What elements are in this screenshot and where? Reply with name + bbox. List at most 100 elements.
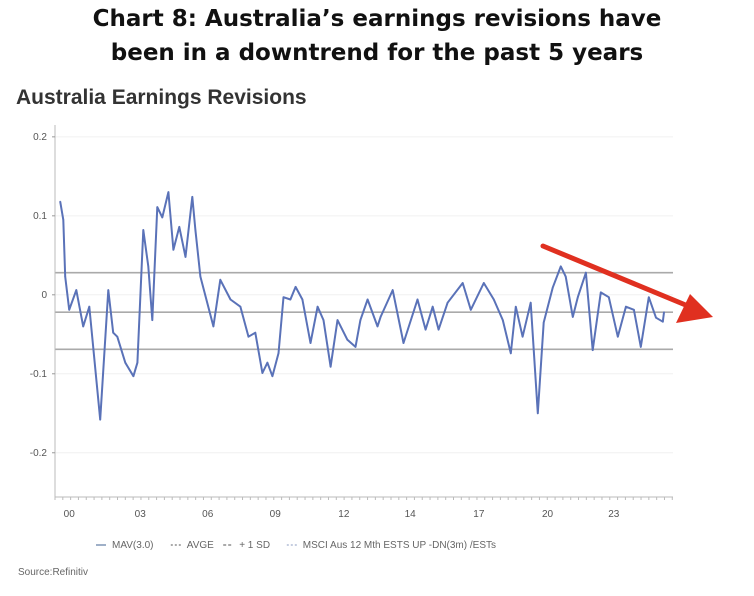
data-point xyxy=(316,305,319,308)
data-point xyxy=(75,289,78,291)
x-tick-label: 12 xyxy=(338,509,350,520)
data-point xyxy=(112,331,115,334)
x-tick-label: 03 xyxy=(135,509,147,520)
data-point xyxy=(416,298,419,301)
data-point xyxy=(391,289,394,291)
data-point xyxy=(424,328,427,331)
legend-item: AVGE xyxy=(170,540,214,551)
data-point xyxy=(271,375,274,377)
source-note: Source:Refinitiv xyxy=(18,567,88,578)
data-point xyxy=(633,309,635,311)
data-point xyxy=(510,352,512,355)
data-point xyxy=(59,200,62,203)
data-point xyxy=(585,271,587,274)
legend-item: MSCI Aus 12 Mth ESTS UP -DN(3m) /ESTs xyxy=(286,540,496,551)
data-point xyxy=(376,325,379,328)
data-point xyxy=(625,305,627,308)
data-point xyxy=(336,319,339,321)
series-line-mav xyxy=(59,191,665,421)
legend-label: MSCI Aus 12 Mth ESTS UP -DN(3m) /ESTs xyxy=(303,540,496,551)
data-point xyxy=(132,375,135,377)
legend-item: MAV(3.0) xyxy=(96,540,154,551)
data-point xyxy=(577,296,579,298)
data-point xyxy=(178,226,181,228)
y-tick-label: -0.1 xyxy=(30,369,48,380)
legend-label: + 1 SD xyxy=(239,540,270,551)
legend-label: MAV(3.0) xyxy=(112,540,154,551)
data-point xyxy=(542,321,545,324)
legend-item: + 1 SD xyxy=(223,540,270,551)
arrow-shaft xyxy=(540,243,691,309)
data-point xyxy=(599,291,602,294)
data-point xyxy=(199,275,202,278)
data-point xyxy=(161,216,164,219)
data-point xyxy=(559,265,562,268)
data-point xyxy=(529,301,532,304)
data-point xyxy=(366,298,369,301)
data-point xyxy=(124,361,127,364)
data-point xyxy=(172,248,175,251)
data-point xyxy=(247,335,250,338)
x-tick-label: 00 xyxy=(64,509,76,520)
data-point xyxy=(294,286,297,288)
data-point xyxy=(514,305,517,308)
data-point xyxy=(437,328,440,331)
x-tick-label: 06 xyxy=(202,509,214,520)
data-point xyxy=(151,319,154,321)
data-point xyxy=(191,196,194,198)
data-point xyxy=(261,372,264,374)
data-point xyxy=(379,316,382,318)
headline-line-1: Chart 8: Australia’s earnings revisions … xyxy=(92,6,662,32)
data-point xyxy=(116,335,119,338)
data-point xyxy=(402,342,405,344)
data-point xyxy=(194,229,197,231)
y-tick-label: 0 xyxy=(41,290,47,301)
data-point xyxy=(147,265,150,268)
data-point xyxy=(501,319,504,321)
data-point xyxy=(329,365,332,368)
data-point xyxy=(446,301,449,304)
x-tick-label: 14 xyxy=(405,509,417,520)
data-point xyxy=(521,335,524,338)
data-point xyxy=(254,331,257,334)
data-point xyxy=(301,298,304,301)
data-point xyxy=(142,229,145,231)
downtrend-arrow xyxy=(540,243,713,323)
x-tick-label: 23 xyxy=(608,509,620,520)
data-point xyxy=(572,316,574,318)
data-point xyxy=(469,309,472,311)
data-point xyxy=(461,282,464,284)
chart-title: Australia Earnings Revisions xyxy=(16,86,307,109)
y-tick-label: 0.2 xyxy=(33,132,47,143)
data-point xyxy=(277,352,280,355)
arrow-head xyxy=(676,294,713,323)
data-point xyxy=(359,319,362,321)
x-tick-label: 17 xyxy=(473,509,485,520)
data-point xyxy=(354,346,357,348)
data-point xyxy=(184,256,187,258)
data-point xyxy=(648,296,650,298)
data-point xyxy=(289,298,292,301)
headline: Chart 8: Australia’s earnings revisions … xyxy=(0,2,754,70)
data-point xyxy=(663,311,665,313)
data-point xyxy=(608,296,610,298)
x-tick-label: 09 xyxy=(270,509,282,520)
data-point xyxy=(64,275,66,278)
data-point xyxy=(617,335,619,338)
data-point xyxy=(551,286,554,289)
y-tick-label: -0.2 xyxy=(30,448,48,459)
data-point xyxy=(564,275,567,278)
data-point xyxy=(68,309,71,311)
data-point xyxy=(88,305,91,308)
data-point xyxy=(322,319,325,321)
data-point xyxy=(639,346,642,348)
data-point xyxy=(107,289,110,291)
data-point xyxy=(82,325,84,328)
data-point xyxy=(536,412,539,415)
data-point xyxy=(591,349,594,351)
data-point xyxy=(346,339,349,341)
data-point xyxy=(156,206,159,208)
data-point xyxy=(136,361,139,364)
data-point xyxy=(219,279,222,281)
